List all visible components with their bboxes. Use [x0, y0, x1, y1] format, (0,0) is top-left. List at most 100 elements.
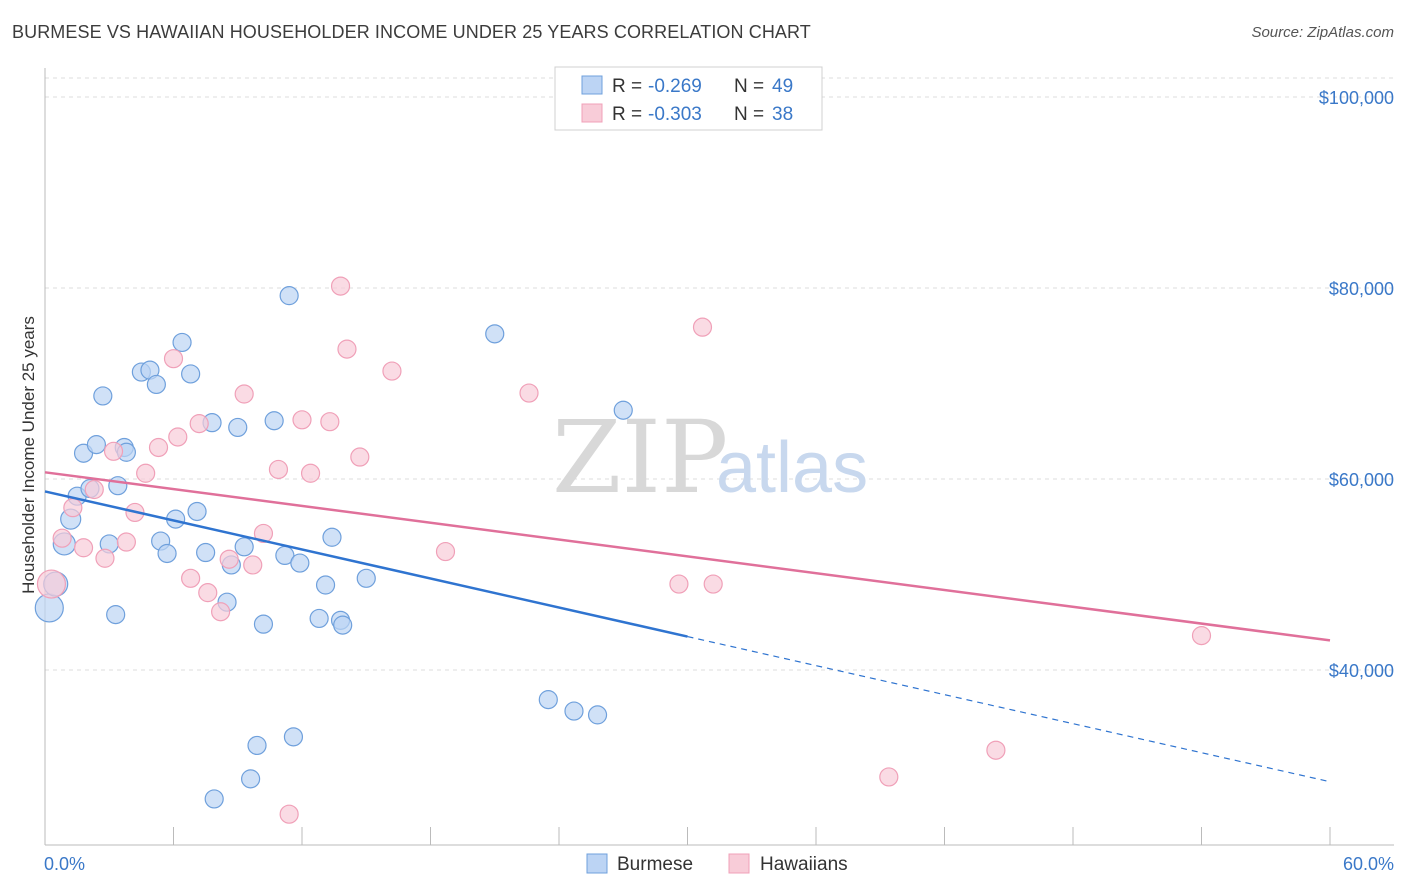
legend-n-value-hawaiians: 38 — [772, 104, 793, 125]
burmese-point-29 — [234, 537, 254, 557]
hawaiians-point-33 — [692, 317, 713, 337]
hawaiians-point-21 — [268, 459, 289, 480]
hawaiians-point-16 — [211, 602, 231, 622]
chart-source: Source: ZipAtlas.com — [1251, 24, 1394, 41]
burmese-point-45 — [538, 690, 558, 710]
burmese-point-38 — [309, 608, 329, 629]
hawaiians-point-19 — [243, 555, 263, 575]
chart-title: BURMESE VS HAWAIIAN HOUSEHOLDER INCOME U… — [12, 22, 811, 42]
burmese-point-35 — [279, 286, 299, 306]
bottom-legend-swatch-burmese — [586, 853, 608, 874]
hawaiians-point-26 — [330, 276, 351, 296]
hawaiians-trend-line — [44, 471, 1331, 642]
trend-layer — [44, 471, 1331, 783]
watermark-atlas: atlas — [716, 428, 868, 508]
burmese-point-32 — [253, 614, 274, 634]
hawaiians-point-11 — [163, 349, 184, 369]
legend-n-label-burmese: N = — [734, 76, 764, 97]
burmese-point-20 — [172, 332, 192, 353]
legend-r-label-hawaiians: R = — [612, 104, 642, 125]
burmese-point-43 — [356, 568, 376, 588]
hawaiians-point-3 — [73, 538, 94, 558]
hawaiians-point-0 — [36, 569, 67, 599]
x-tick-label-min: 0.0% — [44, 854, 85, 874]
hawaiians-point-30 — [435, 541, 456, 562]
hawaiians-point-32 — [669, 574, 689, 594]
hawaiians-point-5 — [95, 548, 115, 568]
hawaiians-point-12 — [168, 427, 188, 447]
burmese-point-11 — [108, 476, 128, 496]
burmese-point-47 — [587, 705, 608, 725]
bottom-legend-label-hawaiians: Hawaiians — [760, 854, 848, 875]
hawaiians-point-6 — [103, 441, 124, 461]
watermark: ZIP atlas — [552, 399, 868, 516]
y-tick-label-40000: $40,000 — [1329, 661, 1394, 681]
y-tick-label-60000: $60,000 — [1329, 470, 1394, 490]
hawaiians-point-29 — [382, 361, 402, 381]
hawaiians-point-20 — [253, 523, 274, 544]
y-axis-label: Householder Income Under 25 years — [19, 316, 38, 594]
hawaiians-point-24 — [300, 463, 321, 483]
watermark-zip: ZIP — [552, 399, 728, 516]
legend-bottom: Burmese Hawaiians — [586, 853, 848, 875]
legend-r-label-burmese: R = — [612, 76, 642, 97]
burmese-point-48 — [613, 400, 633, 420]
hawaiians-point-4 — [84, 479, 104, 500]
hawaiians-point-9 — [136, 463, 156, 483]
y-tick-label-100000: $100,000 — [1319, 88, 1394, 108]
burmese-trend-extension — [687, 635, 1331, 783]
hawaiians-point-15 — [198, 583, 218, 603]
legend-top: R = -0.269 N = 49 R = -0.303 N = 38 — [554, 66, 823, 131]
hawaiians-point-10 — [148, 437, 169, 458]
burmese-point-46 — [564, 701, 584, 721]
burmese-point-23 — [196, 542, 216, 563]
y-tick-label-80000: $80,000 — [1329, 279, 1394, 299]
burmese-point-8 — [93, 386, 113, 406]
hawaiians-point-14 — [189, 414, 209, 434]
hawaiians-point-22 — [279, 804, 299, 824]
burmese-point-40 — [322, 527, 342, 547]
burmese-point-37 — [290, 553, 310, 573]
hawaiians-point-7 — [116, 532, 136, 552]
legend-swatch-burmese — [581, 75, 603, 95]
burmese-point-25 — [204, 789, 224, 809]
legend-swatch-hawaiians — [581, 103, 603, 123]
burmese-point-44 — [485, 324, 505, 344]
legend-n-value-burmese: 49 — [772, 76, 793, 97]
hawaiians-point-17 — [219, 549, 239, 569]
hawaiians-point-1 — [52, 528, 72, 548]
burmese-point-22 — [187, 501, 207, 522]
burmese-point-18 — [157, 543, 177, 564]
burmese-point-33 — [264, 411, 284, 431]
y-tick-labels: $40,000 $60,000 $80,000 $100,000 — [1319, 88, 1394, 681]
burmese-point-36 — [283, 727, 304, 747]
axes-layer — [44, 68, 1394, 846]
x-tick-label-max: 60.0% — [1343, 854, 1394, 874]
hawaiians-point-36 — [986, 740, 1006, 760]
burmese-point-31 — [247, 735, 267, 756]
x-tick-labels: 0.0% 60.0% — [44, 854, 1394, 874]
hawaiians-point-37 — [1191, 626, 1212, 646]
burmese-point-42 — [333, 615, 353, 635]
hawaiians-point-28 — [350, 447, 370, 467]
bottom-legend-swatch-hawaiians — [728, 853, 750, 874]
burmese-point-39 — [315, 575, 336, 595]
hawaiians-point-25 — [320, 412, 340, 432]
burmese-point-16 — [146, 374, 166, 395]
legend-n-label-hawaiians: N = — [734, 104, 764, 125]
burmese-trend-line — [44, 490, 688, 638]
legend-r-value-hawaiians: -0.303 — [648, 104, 702, 125]
hawaiians-point-31 — [519, 383, 539, 403]
burmese-point-21 — [181, 364, 201, 384]
hawaiians-point-35 — [879, 767, 899, 787]
points-layer — [34, 276, 1212, 824]
hawaiians-point-34 — [703, 574, 723, 594]
burmese-point-7 — [86, 435, 107, 455]
hawaiians-point-18 — [234, 384, 254, 404]
legend-r-value-burmese: -0.269 — [648, 76, 702, 97]
hawaiians-point-2 — [63, 498, 83, 518]
bottom-legend-label-burmese: Burmese — [617, 854, 693, 875]
burmese-point-10 — [106, 605, 126, 625]
hawaiians-point-27 — [337, 339, 357, 359]
